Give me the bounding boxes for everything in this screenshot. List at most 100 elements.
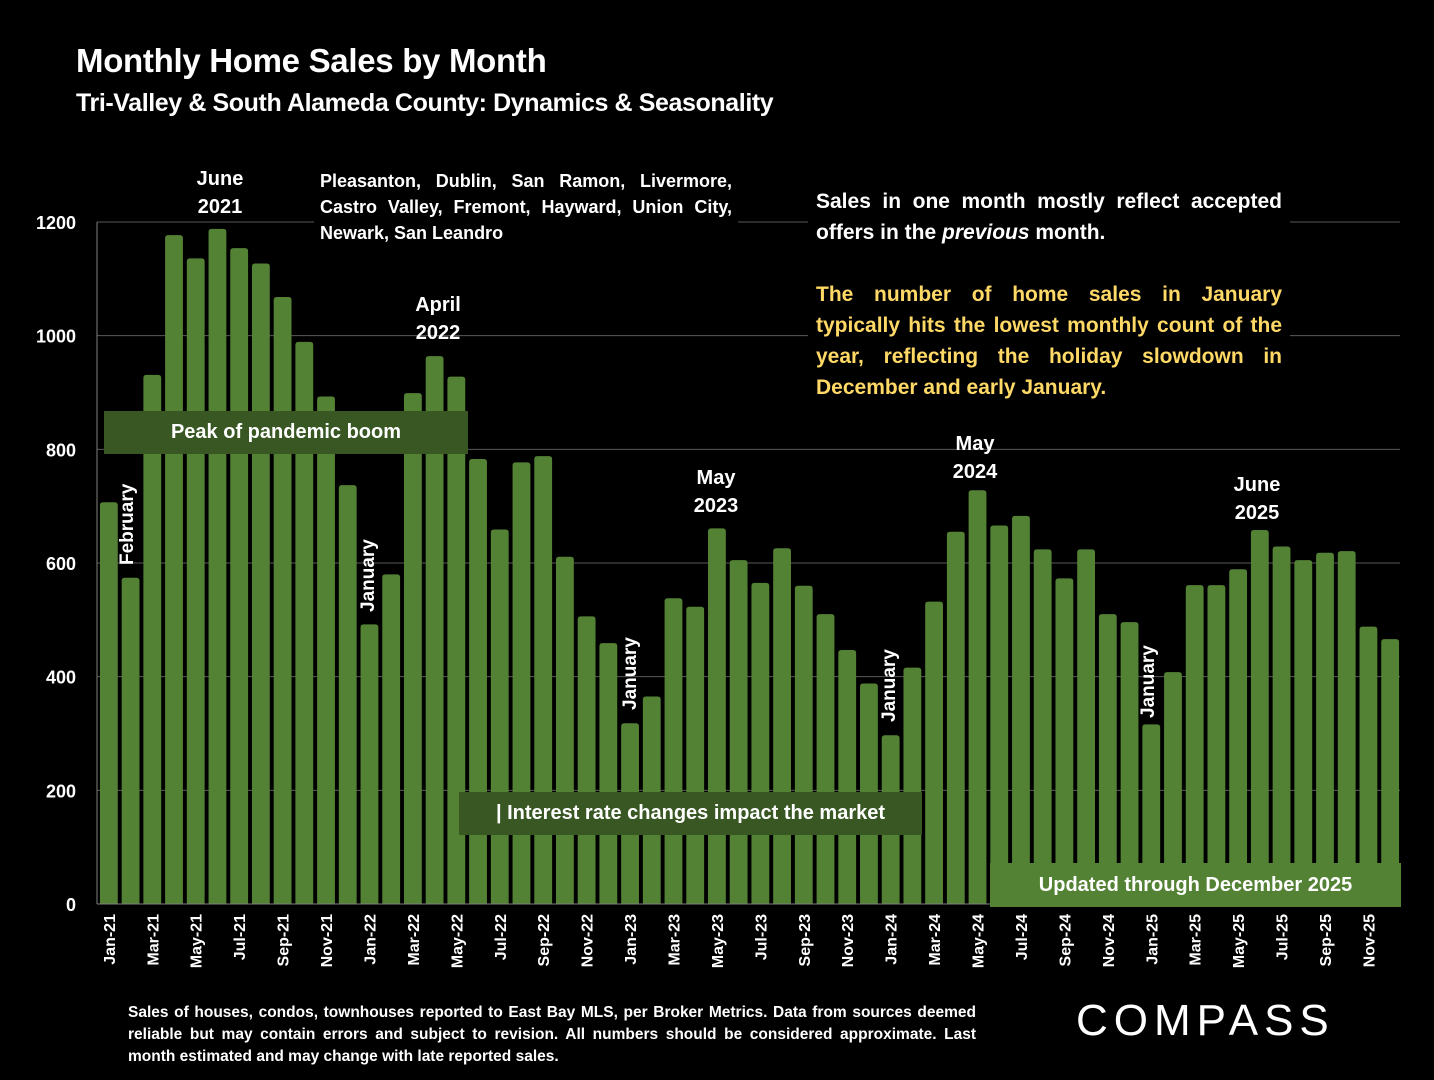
- annotation-year: 2024: [952, 461, 998, 483]
- footer-disclaimer: Sales of houses, condos, townhouses repo…: [128, 1004, 976, 1065]
- x-tick-label: Mar-24: [927, 914, 944, 966]
- x-tick-label: Jan-22: [362, 914, 379, 965]
- bar-nov-21: [317, 396, 335, 904]
- x-tick-label: Sep-23: [797, 914, 814, 967]
- side-note-text: Sales in one month mostly reflect accept…: [816, 190, 1282, 244]
- bar-feb-22: [382, 574, 401, 904]
- bar-jun-25: [1250, 530, 1269, 904]
- annotation-month: April: [415, 294, 461, 316]
- x-tick-label: Jul-21: [232, 914, 249, 960]
- bar-dec-21: [338, 485, 357, 904]
- x-tick-label: Nov-24: [1101, 914, 1118, 967]
- annotation-january-2023: January: [620, 637, 641, 710]
- annotation-june-2025: June 2025: [1225, 471, 1289, 527]
- x-tick-label: Mar-25: [1188, 914, 1205, 966]
- bar-apr-25: [1207, 585, 1226, 904]
- x-tick-label: Nov-22: [580, 914, 597, 967]
- x-tick-label: May-22: [449, 914, 466, 968]
- bar-jul-22: [490, 529, 509, 904]
- bar-may-24: [968, 490, 987, 904]
- bar-jun-22: [469, 458, 487, 904]
- bar-sep-21: [273, 297, 292, 904]
- bar-feb-25: [1164, 672, 1182, 904]
- bar-apr-24: [946, 531, 965, 904]
- bar-nov-22: [577, 616, 596, 904]
- annotation-year: 2025: [1234, 502, 1280, 524]
- x-tick-label: Jan-25: [1144, 914, 1161, 965]
- annotation-april-2022: April 2022: [406, 291, 470, 347]
- annotation-january-2024: January: [879, 649, 900, 722]
- bar-aug-23: [773, 548, 791, 904]
- y-tick-label: 600: [46, 554, 76, 574]
- x-tick-label: Sep-21: [276, 914, 293, 967]
- side-note: Sales in one month mostly reflect accept…: [808, 186, 1290, 403]
- bar-aug-24: [1033, 549, 1052, 904]
- bar-aug-22: [512, 462, 531, 904]
- bar-feb-21: [121, 577, 140, 904]
- bar-dec-22: [599, 643, 618, 904]
- annotation-june-2021: June 2021: [188, 165, 252, 221]
- bar-mar-23: [664, 598, 683, 904]
- x-tick-label: May-23: [710, 914, 727, 968]
- annotation-month: June: [1233, 474, 1281, 496]
- bar-aug-21: [251, 263, 270, 904]
- x-tick-label: Jul-22: [493, 914, 510, 960]
- x-tick-label: Nov-21: [319, 914, 336, 967]
- annotation-month: June: [196, 168, 244, 190]
- x-tick-label: May-21: [189, 914, 206, 968]
- bar-mar-24: [925, 601, 943, 904]
- bar-apr-23: [686, 606, 705, 904]
- annotation-may-2024: May 2024: [943, 430, 1007, 486]
- x-tick-label: Jan-21: [102, 914, 119, 965]
- side-note-line1: Sales in one month mostly reflect accept…: [816, 186, 1282, 248]
- annotation-may-2023: May 2023: [684, 464, 748, 520]
- y-tick-label: 1200: [36, 213, 76, 233]
- y-tick-label: 400: [46, 668, 76, 688]
- chart-title: Monthly Home Sales by Month: [76, 42, 547, 79]
- updated-through-box: Updated through December 2025: [990, 863, 1401, 907]
- y-tick-label: 800: [46, 440, 76, 460]
- x-tick-label: Mar-22: [406, 914, 423, 966]
- x-tick-label: Sep-22: [536, 914, 553, 967]
- bar-mar-25: [1185, 585, 1204, 904]
- peak-pandemic-box: Peak of pandemic boom: [104, 411, 468, 454]
- bar-jul-23: [751, 582, 770, 904]
- x-tick-label: Jul-23: [753, 914, 770, 960]
- bar-nov-25: [1359, 626, 1378, 904]
- chart-subtitle: Tri-Valley & South Alameda County: Dynam…: [76, 89, 774, 117]
- bar-nov-23: [838, 649, 857, 904]
- side-note-text-end: month.: [1029, 221, 1106, 244]
- y-axis-ticks: 0 200 400 600 800 1000 1200: [36, 213, 76, 915]
- compass-logo: COMPASS: [1076, 996, 1335, 1045]
- x-tick-label: Jan-23: [623, 914, 640, 965]
- bar-oct-25: [1337, 551, 1356, 904]
- bar-jun-24: [990, 525, 1009, 904]
- bar-feb-24: [903, 667, 922, 904]
- bar-may-22: [447, 376, 466, 904]
- annotation-february: February: [117, 483, 138, 565]
- y-tick-label: 200: [46, 781, 76, 801]
- bar-dec-25: [1381, 639, 1400, 904]
- bar-mar-22: [403, 393, 422, 904]
- x-tick-label: Sep-25: [1318, 914, 1335, 967]
- bar-may-23: [708, 528, 726, 904]
- bar-jan-21: [99, 502, 118, 904]
- x-tick-label: Mar-21: [145, 914, 162, 966]
- x-tick-label: Nov-23: [840, 914, 857, 967]
- side-note-italic: previous: [942, 221, 1030, 244]
- bar-oct-22: [556, 556, 574, 904]
- x-tick-label: Jan-24: [884, 914, 901, 965]
- annotation-year: 2022: [415, 322, 461, 344]
- bar-jun-21: [208, 228, 227, 904]
- x-tick-label: Nov-25: [1361, 914, 1378, 967]
- january-highlight-note: The number of home sales in January typi…: [816, 283, 1282, 399]
- y-tick-label: 0: [66, 895, 76, 915]
- bar-may-25: [1229, 569, 1248, 904]
- x-tick-label: May-24: [971, 914, 988, 968]
- bar-jun-23: [729, 560, 748, 904]
- x-tick-label: Jul-24: [1014, 914, 1031, 960]
- bar-nov-24: [1098, 614, 1117, 904]
- bar-jul-21: [230, 248, 249, 905]
- annotation-year: 2021: [197, 196, 243, 218]
